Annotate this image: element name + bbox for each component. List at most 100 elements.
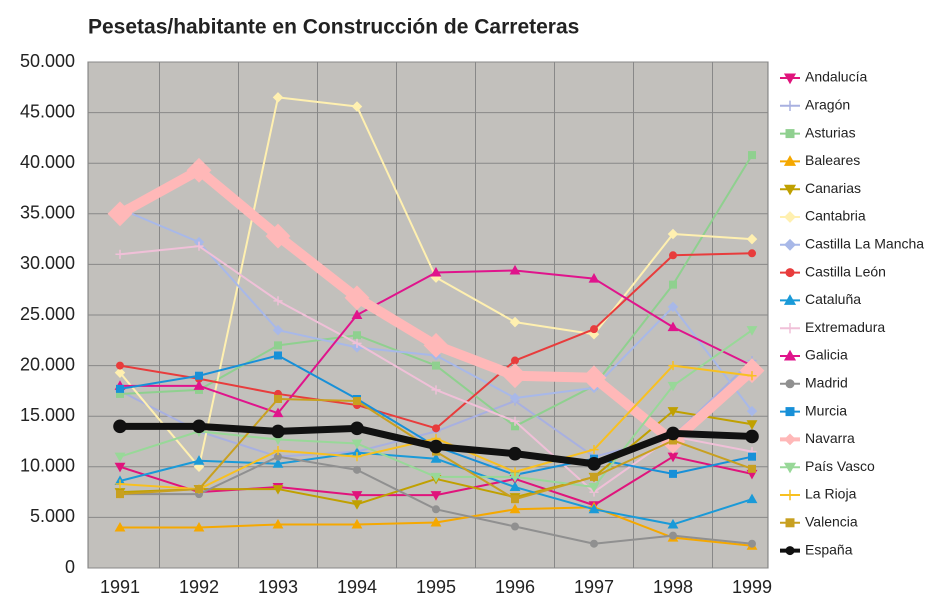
x-tick-label: 1997 — [574, 577, 614, 597]
point — [590, 539, 598, 548]
point — [510, 467, 520, 477]
legend-label: Andalucía — [805, 69, 867, 85]
point — [508, 446, 522, 461]
point — [273, 296, 283, 306]
point — [353, 465, 361, 474]
point — [590, 325, 598, 334]
point — [272, 407, 284, 418]
point — [272, 324, 284, 336]
point — [509, 481, 521, 492]
point — [272, 485, 284, 495]
point — [667, 407, 679, 417]
point — [581, 365, 607, 391]
legend-label: España — [805, 541, 853, 557]
point — [195, 371, 203, 380]
point — [587, 456, 601, 471]
y-tick-label: 10.000 — [20, 456, 75, 476]
y-tick-label: 0 — [65, 557, 75, 577]
legend-marker — [784, 211, 796, 223]
legend-marker — [785, 518, 795, 528]
point — [272, 92, 284, 103]
x-tick-label: 1994 — [337, 577, 377, 597]
y-tick-label: 50.000 — [20, 51, 75, 71]
point — [509, 503, 521, 514]
point — [588, 483, 600, 493]
point — [116, 361, 124, 370]
point — [273, 446, 283, 456]
point — [746, 326, 758, 336]
point — [748, 464, 756, 473]
point — [510, 416, 520, 426]
legend-label: Aragón — [805, 97, 850, 113]
point — [195, 485, 203, 494]
point — [748, 539, 756, 548]
point — [431, 385, 441, 395]
point — [193, 380, 205, 390]
point — [114, 452, 126, 463]
point — [351, 491, 363, 501]
point — [353, 331, 361, 340]
point — [274, 351, 282, 360]
legend-label: Galicia — [805, 347, 848, 363]
point — [748, 249, 756, 258]
point — [669, 531, 677, 540]
point — [116, 490, 124, 499]
point — [429, 439, 443, 454]
point — [423, 332, 449, 358]
point — [430, 472, 442, 483]
legend-marker — [784, 489, 796, 501]
point — [746, 493, 758, 504]
legend-label: Cataluña — [805, 291, 861, 307]
y-tick-label: 35.000 — [20, 203, 75, 223]
legend-label: Valencia — [805, 514, 858, 530]
legend-label: Extremadura — [805, 319, 885, 335]
point — [186, 157, 212, 183]
point — [667, 321, 679, 332]
legend-marker — [784, 433, 796, 446]
point — [511, 356, 519, 365]
point — [353, 397, 361, 406]
y-tick-label: 5.000 — [30, 506, 75, 526]
point — [502, 363, 528, 389]
legend-marker — [783, 294, 797, 305]
point — [351, 439, 363, 450]
point — [590, 472, 598, 481]
point — [430, 453, 442, 463]
legend-marker — [784, 100, 796, 111]
point — [113, 419, 127, 434]
point — [351, 309, 363, 319]
legend-marker — [784, 238, 796, 251]
point — [746, 233, 758, 245]
legend-marker — [783, 155, 797, 166]
legend-label: Castilla León — [805, 263, 886, 279]
legend-label: La Rioja — [805, 486, 857, 502]
point — [669, 251, 677, 260]
point — [274, 394, 282, 403]
x-tick-label: 1998 — [653, 577, 693, 597]
point — [193, 455, 205, 465]
point — [430, 516, 442, 527]
point — [344, 285, 370, 311]
point — [351, 500, 363, 510]
point — [432, 361, 440, 370]
x-tick-label: 1991 — [100, 577, 140, 597]
legend-label: Navarra — [805, 430, 855, 446]
point — [509, 392, 521, 404]
legend-label: Canarias — [805, 180, 861, 196]
point — [272, 518, 284, 529]
point — [748, 452, 756, 461]
point — [114, 367, 126, 378]
point — [669, 280, 677, 289]
point — [351, 101, 363, 112]
point — [432, 424, 440, 433]
legend-label: Asturias — [805, 124, 856, 140]
point — [509, 316, 521, 328]
point — [352, 338, 362, 348]
legend-label: Castilla La Mancha — [805, 236, 924, 252]
point — [194, 241, 204, 251]
point — [116, 384, 124, 393]
point — [588, 503, 600, 514]
point — [511, 522, 519, 531]
legend-marker — [783, 462, 797, 474]
